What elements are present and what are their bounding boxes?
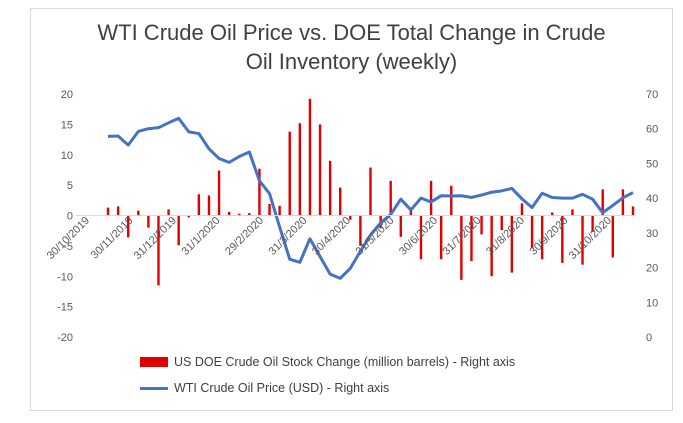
bar-mark xyxy=(389,180,392,216)
x-axis-tick-label: 31/1/2020 xyxy=(180,215,223,258)
bar-mark xyxy=(530,215,534,249)
bar-mark xyxy=(328,160,332,216)
bar-mark xyxy=(217,170,221,216)
x-axis-tick-label: 30/11/2019 xyxy=(89,215,136,262)
bar-mark xyxy=(258,168,261,216)
left-axis-tick-label: 10 xyxy=(61,150,73,162)
legend: US DOE Crude Oil Stock Change (million b… xyxy=(140,352,515,404)
bar-mark xyxy=(409,207,413,216)
bar-mark xyxy=(106,207,110,216)
chart-title: WTI Crude Oil Price vs. DOE Total Change… xyxy=(30,18,673,76)
bar-mark xyxy=(157,215,160,286)
bar-mark xyxy=(571,209,574,216)
bar-mark xyxy=(207,195,211,216)
bar-mark xyxy=(227,211,231,216)
chart-title-line-1: WTI Crude Oil Price vs. DOE Total Change… xyxy=(97,20,606,45)
bar-mark xyxy=(470,215,473,262)
bar-mark xyxy=(268,203,271,216)
line-series-path xyxy=(107,116,634,280)
bar-mark xyxy=(480,215,483,235)
bar-mark xyxy=(369,167,372,216)
bar-mark xyxy=(126,215,130,238)
left-axis-tick-label: -20 xyxy=(57,332,73,344)
x-axis-tick-label: 31/12/2019 xyxy=(132,215,179,262)
bar-mark xyxy=(419,215,423,260)
bar-mark xyxy=(197,194,201,216)
bar-mark xyxy=(147,215,150,228)
bar-mark xyxy=(187,215,190,218)
bar-series-group xyxy=(106,98,635,286)
x-axis-tick-label: 31/10/2020 xyxy=(567,215,614,262)
legend-item-wti-price: WTI Crude Oil Price (USD) - Right axis xyxy=(140,378,515,398)
legend-swatch-bar xyxy=(140,357,168,367)
right-axis-tick-label: 30 xyxy=(646,228,658,240)
bar-mark xyxy=(167,209,170,216)
bar-mark xyxy=(611,215,615,258)
bar-mark xyxy=(359,215,362,246)
bar-mark xyxy=(288,131,291,216)
right-axis-tick-label: 0 xyxy=(646,332,652,344)
chart-frame xyxy=(30,8,673,411)
bar-mark xyxy=(439,215,443,260)
bar-mark xyxy=(490,215,493,277)
bar-mark xyxy=(631,206,635,216)
bar-mark xyxy=(116,206,120,216)
legend-swatch-line xyxy=(140,386,168,390)
line-series-group xyxy=(107,116,634,280)
left-axis-tick-label: 20 xyxy=(61,89,73,101)
bar-mark xyxy=(540,215,544,260)
right-axis-tick-label: 60 xyxy=(646,124,658,136)
bar-mark xyxy=(318,124,322,216)
x-axis-tick-label: 30/4/2020 xyxy=(310,215,353,258)
bar-mark xyxy=(561,215,564,263)
bar-mark xyxy=(248,213,251,216)
bar-mark xyxy=(308,98,312,216)
bar-mark xyxy=(621,189,625,216)
x-axis-tick-label: 29/2/2020 xyxy=(223,215,266,258)
bar-mark xyxy=(551,212,554,216)
bar-mark xyxy=(520,203,524,216)
bar-mark xyxy=(177,215,180,246)
bar-mark xyxy=(399,215,402,237)
bar-mark xyxy=(601,189,604,216)
legend-label-stock-change: US DOE Crude Oil Stock Change (million b… xyxy=(174,355,516,369)
bar-mark xyxy=(238,213,241,216)
bar-mark xyxy=(298,123,302,216)
bar-mark xyxy=(137,210,140,216)
right-axis-tick-label: 40 xyxy=(646,193,658,205)
bar-mark xyxy=(581,215,584,265)
left-axis-tick-label: -5 xyxy=(63,241,73,253)
right-axis-tick-label: 50 xyxy=(646,158,658,170)
right-axis-tick-label: 70 xyxy=(646,89,658,101)
right-axis: 70 60 50 40 30 20 10 0 xyxy=(646,89,658,344)
bar-mark xyxy=(591,215,594,232)
left-axis-tick-label: 0 xyxy=(67,211,73,223)
bar-mark xyxy=(278,205,281,216)
bar-mark xyxy=(450,185,453,216)
left-axis-tick-label: -10 xyxy=(57,271,73,283)
right-axis-tick-label: 20 xyxy=(646,263,658,275)
bar-mark xyxy=(339,187,342,216)
legend-item-stock-change: US DOE Crude Oil Stock Change (million b… xyxy=(140,352,515,372)
x-axis-tick-label: 30/9/2020 xyxy=(528,215,571,258)
right-axis-tick-label: 10 xyxy=(646,297,658,309)
bar-mark xyxy=(510,215,514,273)
left-axis-tick-label: 15 xyxy=(61,119,73,131)
bar-mark xyxy=(349,215,352,220)
bar-mark xyxy=(460,215,463,280)
left-axis: 20 15 10 5 0 -5 -10 -15 -20 xyxy=(57,89,636,344)
chart-title-line-2: Oil Inventory (weekly) xyxy=(245,49,458,74)
bar-mark xyxy=(500,215,503,231)
bar-mark xyxy=(429,180,433,216)
left-axis-tick-label: 5 xyxy=(67,180,73,192)
x-axis-tick-label: 30/6/2020 xyxy=(397,215,440,258)
left-axis-tick-label: -15 xyxy=(57,302,73,314)
legend-label-wti-price: WTI Crude Oil Price (USD) - Right axis xyxy=(174,381,390,395)
